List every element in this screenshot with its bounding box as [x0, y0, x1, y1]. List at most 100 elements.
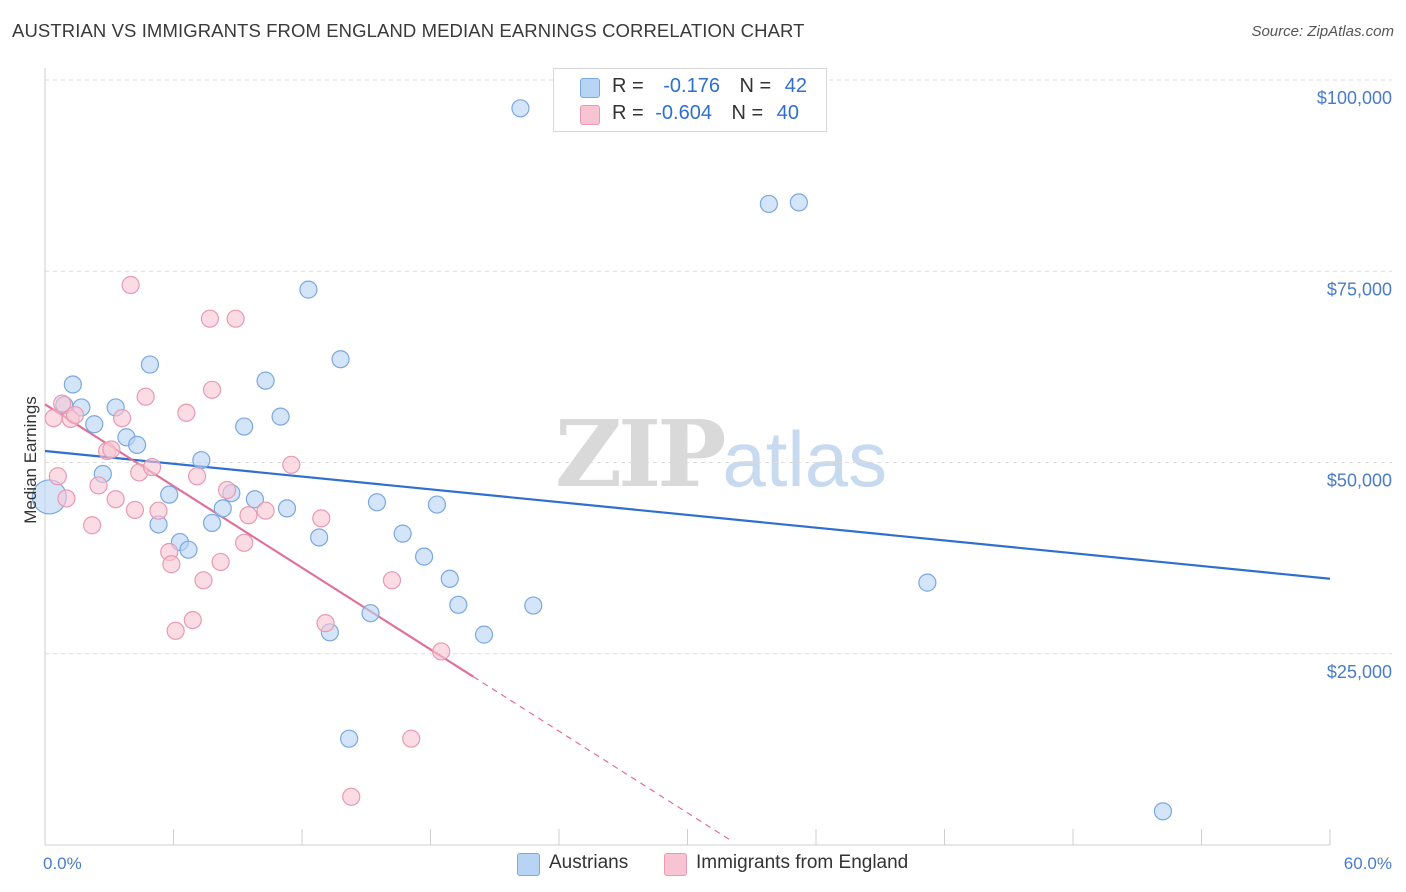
england-point [382, 571, 402, 590]
n-value: 40 [776, 102, 800, 124]
england-point [402, 729, 421, 748]
austrian-point [140, 355, 160, 374]
england-point [83, 516, 102, 535]
england-point [57, 489, 76, 508]
england-point [256, 501, 275, 520]
england-point [200, 309, 220, 328]
austrian-point [367, 493, 387, 512]
austrian-point [361, 604, 380, 623]
r-label: R = [612, 102, 644, 124]
england-point [235, 533, 254, 552]
r-label: R = [612, 75, 644, 97]
austrian-point [427, 495, 447, 514]
austrian-point [299, 280, 318, 299]
austrian-point [759, 194, 778, 214]
y-tick-label: $100,000 [1317, 88, 1392, 108]
n-label: N = [739, 75, 772, 97]
axes [44, 68, 1331, 846]
austrian-point [789, 193, 808, 212]
england-point [187, 467, 207, 486]
y-tick-label: $75,000 [1327, 279, 1392, 299]
england-point [432, 642, 451, 661]
source-label: Source: ZipAtlas.com [1251, 23, 1394, 40]
legend-swatch-blue [517, 853, 540, 876]
legend-swatch-pink [664, 853, 687, 876]
austrian-point [474, 625, 494, 644]
england-point [312, 509, 331, 528]
austrian-point [85, 415, 104, 434]
england-point [162, 555, 181, 574]
england-point [166, 621, 185, 640]
austrian-point [918, 573, 937, 592]
england-point [112, 409, 132, 428]
austrian-point [256, 371, 275, 390]
austrian-point [414, 547, 434, 566]
england-point [226, 309, 245, 328]
x-tick-label: 60.0% [1344, 854, 1392, 873]
england-point [65, 405, 85, 425]
austrian-point [179, 540, 198, 559]
austrian-point [511, 99, 530, 118]
austrian-point [1153, 802, 1173, 821]
england-point [106, 490, 125, 509]
austrian-point [449, 595, 468, 614]
england-point [48, 467, 67, 486]
austrian-point [160, 485, 179, 504]
england-point [217, 480, 237, 500]
n-value: 42 [784, 75, 808, 97]
austrian-point [245, 490, 264, 509]
england-point [239, 506, 258, 525]
austrian-point [271, 407, 290, 426]
austrian-point [127, 435, 147, 455]
watermark-zip: ZIP [555, 400, 726, 508]
england-point [89, 476, 108, 495]
austrian-point [235, 417, 254, 436]
trend-lines [44, 403, 1331, 841]
n-label: N = [731, 102, 764, 124]
correlation-legend: R = -0.176 N = 42 R = -0.604 N = 40 [553, 68, 827, 132]
austrian-point [63, 375, 82, 394]
austrian-point [192, 451, 211, 470]
watermark-atlas: atlas [722, 415, 888, 503]
legend-swatch-blue [580, 78, 600, 98]
england-point [211, 552, 230, 572]
austrian-point [393, 524, 412, 543]
england-point [194, 571, 213, 590]
axis-labels: Median Earnings $25,000 $50,000 $75,000 $10… [21, 88, 1392, 873]
austrian-point [202, 513, 222, 533]
england-point [282, 455, 301, 474]
england-point [202, 380, 222, 399]
chart-title: AUSTRIAN VS IMMIGRANTS FROM ENGLAND MEDI… [12, 20, 805, 41]
england-point [316, 614, 335, 633]
r-value: -0.176 [663, 75, 720, 97]
england-point [136, 387, 155, 406]
austrian-point [440, 569, 459, 588]
y-tick-label: $25,000 [1327, 662, 1392, 682]
legend-label-england: Immigrants from England [696, 852, 909, 873]
austrian-point [213, 499, 232, 518]
data-points [31, 99, 1173, 821]
england-point [125, 500, 145, 520]
england-point [342, 787, 361, 806]
legend-swatch-pink [580, 105, 600, 125]
austrian-point [310, 528, 329, 547]
trend-line-england-extension [473, 676, 731, 841]
austrian-point [524, 596, 543, 615]
legend-label-austrians: Austrians [549, 852, 629, 873]
austrian-point [340, 729, 359, 748]
england-point [53, 394, 72, 413]
watermark: ZIPatlas [555, 400, 887, 508]
austrian-point [277, 499, 297, 518]
x-tick-label: 0.0% [43, 854, 82, 873]
y-tick-label: $50,000 [1327, 471, 1392, 491]
austrian-point [331, 350, 350, 369]
y-axis-label: Median Earnings [21, 396, 40, 524]
england-point [149, 501, 168, 520]
trend-line-austrians [44, 449, 1331, 580]
england-point [183, 610, 202, 630]
gridlines [45, 79, 1392, 655]
england-point [177, 403, 196, 422]
england-point [102, 440, 121, 459]
r-value: -0.604 [655, 102, 712, 124]
